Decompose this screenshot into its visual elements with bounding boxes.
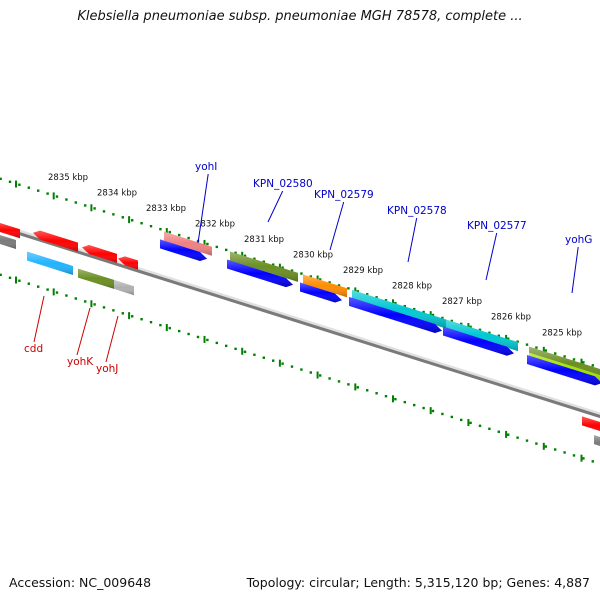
gene-right-edge-red <box>582 416 600 431</box>
leader-line <box>33 295 45 343</box>
gene-label-yohg: yohG <box>565 234 592 246</box>
tick-label: 2831 kbp <box>244 235 284 245</box>
lower-scale-dots <box>0 273 594 463</box>
gene-label-yohj: yohJ <box>96 363 118 375</box>
tick-label: 2834 kbp <box>97 189 137 199</box>
tick-label: 2830 kbp <box>293 250 333 260</box>
gene-label-kpn_02577: KPN_02577 <box>467 220 527 232</box>
leader-line <box>105 315 119 363</box>
accession-label: Accession: NC_009648 <box>9 575 152 590</box>
labels-layer: 2835 kbp 2834 kbp 2833 kbp 2832 kbp 2831 kbp… <box>24 161 592 375</box>
genes-layer <box>0 222 600 446</box>
gene-label-yohi: yohI <box>195 161 217 173</box>
leader-line <box>267 190 284 223</box>
tick-label: 2828 kbp <box>392 281 432 291</box>
gene-yohK <box>78 268 114 289</box>
gene-label-yohk: yohK <box>67 356 94 368</box>
leader-line <box>197 173 209 244</box>
tick-label: 2827 kbp <box>442 297 482 307</box>
gene-label-kpn_02579: KPN_02579 <box>314 189 374 201</box>
gene-cyan-2 <box>446 319 518 352</box>
tick-label: 2826 kbp <box>491 313 531 323</box>
gene-right-edge-gray <box>594 435 600 446</box>
tick-label: 2829 kbp <box>343 266 383 276</box>
gene-red-4 <box>118 256 138 270</box>
tick-label: 2825 kbp <box>542 329 582 339</box>
gene-blue-5 <box>443 326 514 356</box>
tick-label: 2833 kbp <box>146 204 186 214</box>
gene-label-kpn_02578: KPN_02578 <box>387 205 447 217</box>
gene-cdd <box>27 251 73 275</box>
leader-line <box>571 246 579 294</box>
gene-blue-3 <box>300 282 342 303</box>
gene-label-cdd: cdd <box>24 343 43 355</box>
gene-cyan-1 <box>352 289 446 329</box>
gene-yohI-pink <box>164 231 212 256</box>
gene-label-kpn_02580: KPN_02580 <box>253 178 313 190</box>
leader-line <box>485 232 498 281</box>
tick-label: 2835 kbp <box>48 173 88 183</box>
gene-blue-6 <box>527 355 600 386</box>
map-title: Klebsiella pneumoniae subsp. pneumoniae … <box>77 9 523 24</box>
backbone-lower <box>0 225 600 419</box>
gene-yohJ <box>114 279 134 296</box>
gene-blue-2 <box>227 259 293 288</box>
gene-blue-4 <box>349 296 442 334</box>
tick-label: 2832 kbp <box>195 219 235 229</box>
gene-red-2 <box>33 230 78 252</box>
gene-red-1 <box>0 222 20 239</box>
leader-line <box>329 201 345 251</box>
gene-olive <box>230 251 298 282</box>
leader-line <box>76 307 91 356</box>
genome-summary: Topology: circular; Length: 5,315,120 bp… <box>246 575 590 590</box>
gene-blue-1 <box>160 239 207 261</box>
gene-red-3 <box>82 245 117 263</box>
gene-orange <box>303 274 347 298</box>
gene-gray-left <box>0 235 16 250</box>
leader-line <box>407 217 418 263</box>
